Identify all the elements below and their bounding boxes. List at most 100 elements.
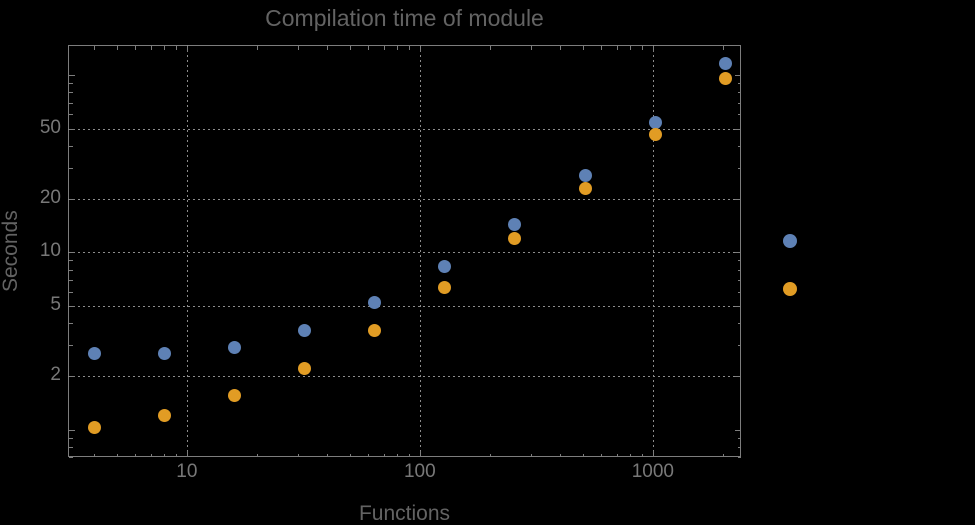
tick-mark <box>489 453 491 457</box>
tick-mark <box>735 128 741 130</box>
tick-mark <box>419 451 421 457</box>
tick-mark <box>531 46 532 50</box>
gridline-h <box>68 199 741 201</box>
tick-mark <box>419 46 421 52</box>
tick-mark <box>69 128 75 130</box>
tick-mark <box>409 46 411 50</box>
data-point-blue <box>368 296 382 310</box>
tick-mark <box>737 345 741 346</box>
tick-mark <box>737 145 741 147</box>
tick-mark <box>368 453 370 457</box>
tick-mark <box>642 453 644 457</box>
tick-mark <box>601 453 603 457</box>
data-point-blue <box>648 116 662 130</box>
data-point-blue <box>508 217 522 231</box>
tick-mark <box>186 46 188 52</box>
gridline-h <box>68 376 741 378</box>
tick-mark <box>737 457 741 458</box>
data-point-orange <box>508 231 522 245</box>
legend-marker-blue <box>783 233 797 248</box>
legend-marker-orange <box>783 281 797 296</box>
tick-mark <box>735 252 741 254</box>
tick-mark <box>383 453 385 457</box>
plot-title: Compilation time of module <box>265 5 544 31</box>
data-point-orange <box>227 389 241 403</box>
tick-mark <box>116 453 118 457</box>
tick-mark <box>560 453 562 457</box>
tick-mark <box>69 114 73 116</box>
tick-mark <box>164 46 166 50</box>
tick-mark <box>735 376 741 378</box>
x-tick-label: 100 <box>403 461 436 482</box>
tick-mark <box>737 291 741 293</box>
tick-mark <box>69 376 75 378</box>
data-point-orange <box>648 128 662 142</box>
tick-mark <box>69 167 73 169</box>
gridline-v <box>419 45 421 457</box>
data-point-blue <box>718 56 732 70</box>
tick-mark <box>397 46 399 50</box>
y-tick-label: 5 <box>50 293 61 315</box>
tick-mark <box>735 199 741 201</box>
tick-mark <box>722 46 724 50</box>
tick-mark <box>737 279 741 281</box>
tick-mark <box>737 446 741 448</box>
tick-mark <box>298 453 299 457</box>
tick-mark <box>737 322 741 324</box>
x-axis-title: Functions <box>358 502 451 525</box>
x-tick-label: 10 <box>176 461 198 482</box>
tick-mark <box>69 345 73 346</box>
data-point-orange <box>578 181 592 195</box>
tick-mark <box>69 252 75 254</box>
tick-mark <box>630 46 632 50</box>
tick-mark <box>69 429 75 431</box>
y-tick-label: 20 <box>39 187 61 209</box>
tick-mark <box>69 145 73 147</box>
tick-mark <box>616 453 618 457</box>
tick-mark <box>69 457 73 458</box>
tick-mark <box>94 453 96 457</box>
tick-mark <box>582 453 584 457</box>
data-point-orange <box>157 409 171 423</box>
tick-mark <box>409 453 411 457</box>
tick-mark <box>383 46 385 50</box>
tick-mark <box>176 46 178 50</box>
tick-mark <box>150 453 152 457</box>
tick-mark <box>735 75 741 77</box>
tick-mark <box>722 453 724 457</box>
tick-mark <box>176 453 178 457</box>
y-tick-label: 50 <box>39 116 61 138</box>
tick-mark <box>94 46 96 50</box>
tick-mark <box>69 75 75 77</box>
tick-mark <box>397 453 399 457</box>
tick-mark <box>186 451 188 457</box>
tick-mark <box>737 83 741 85</box>
x-tick-label: 1000 <box>631 461 674 482</box>
tick-mark <box>69 199 75 201</box>
tick-mark <box>69 305 75 307</box>
tick-mark <box>737 437 741 439</box>
gridline-h <box>68 305 741 307</box>
tick-mark <box>164 453 166 457</box>
tick-mark <box>256 46 258 50</box>
tick-mark <box>349 46 351 50</box>
plot-area <box>68 45 741 457</box>
tick-mark <box>256 453 258 457</box>
y-tick-label: 10 <box>39 240 61 262</box>
tick-mark <box>69 92 73 94</box>
gridline-v <box>652 45 654 457</box>
tick-mark <box>652 451 654 457</box>
tick-mark <box>737 167 741 169</box>
data-point-orange <box>438 281 452 295</box>
data-point-blue <box>157 346 171 360</box>
tick-mark <box>630 453 632 457</box>
tick-mark <box>642 46 644 50</box>
tick-mark <box>737 114 741 116</box>
tick-mark <box>368 46 370 50</box>
data-point-orange <box>718 71 732 85</box>
tick-mark <box>737 269 741 271</box>
tick-mark <box>327 46 329 50</box>
tick-mark <box>652 46 654 52</box>
tick-mark <box>69 437 73 439</box>
